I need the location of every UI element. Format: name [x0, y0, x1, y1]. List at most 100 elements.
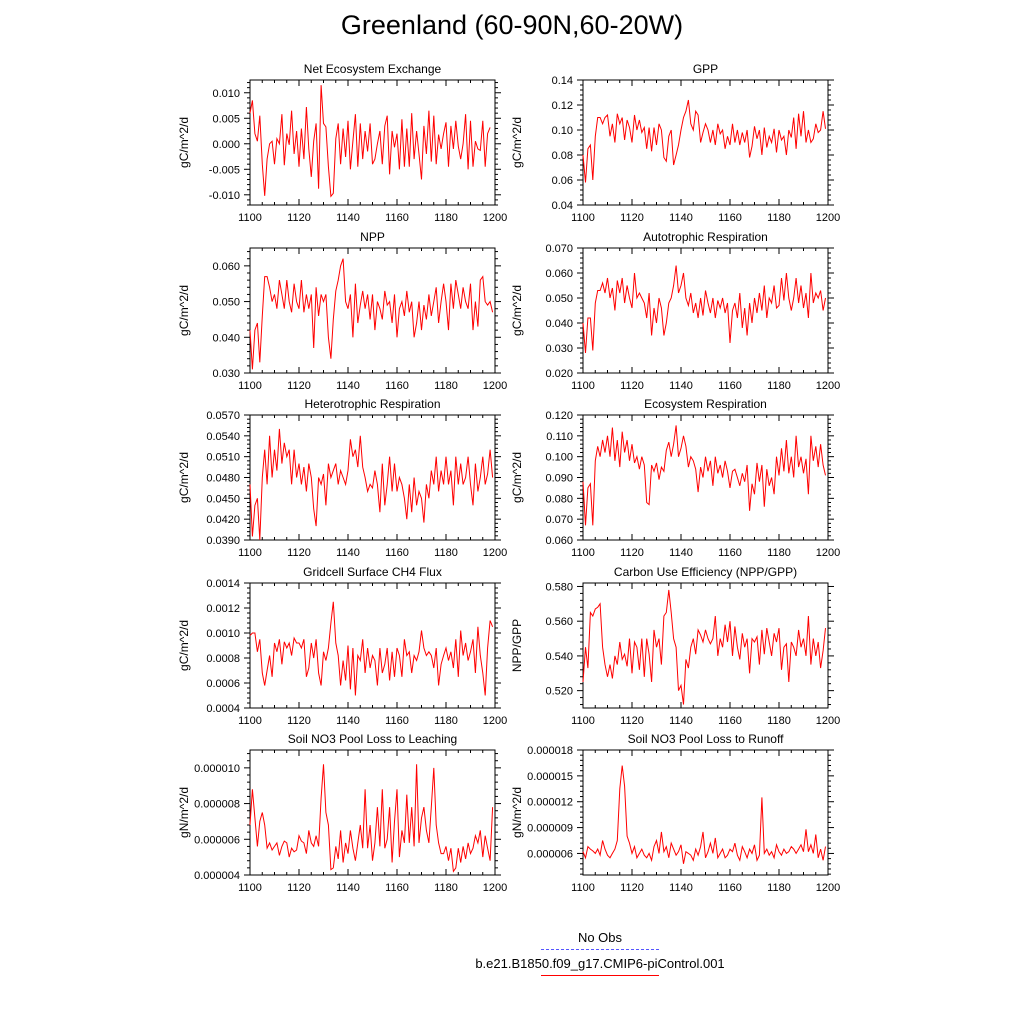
y-tick-label: 0.520 — [545, 686, 573, 698]
x-tick-label: 1140 — [336, 380, 360, 392]
y-axis-label: gC/m^2/d — [177, 285, 191, 336]
y-tick-label: 0.070 — [545, 514, 573, 526]
plot-frame — [249, 247, 496, 374]
x-tick-label: 1160 — [385, 547, 409, 559]
y-tick-label: 0.020 — [545, 368, 573, 380]
chart-panel-7: Gridcell Surface CH4 Flux gC/m^2/d 1100 112… — [177, 565, 507, 727]
x-tick-label: 1160 — [718, 547, 742, 559]
x-tick-label: 1120 — [287, 212, 311, 224]
y-tick-label: 0.060 — [545, 535, 573, 547]
y-axis-label: gC/m^2/d — [177, 117, 191, 168]
y-tick-label: 0.000006 — [527, 848, 573, 860]
x-tick-label: 1160 — [718, 212, 742, 224]
x-tick-label: 1180 — [434, 547, 458, 559]
y-tick-label: 0.580 — [545, 581, 573, 593]
y-tick-label: 0.0014 — [206, 578, 240, 590]
y-tick-label: 0.070 — [545, 243, 573, 255]
chart-title: Carbon Use Efficiency (NPP/GPP) — [614, 565, 797, 579]
x-tick-label: 1100 — [571, 882, 595, 894]
legend-model-label: b.e21.B1850.f09_g17.CMIP6-piControl.001 — [475, 956, 725, 971]
y-axis-label: NPP/GPP — [510, 619, 524, 672]
x-tick-label: 1120 — [620, 380, 644, 392]
y-tick-label: 0.0008 — [206, 653, 240, 665]
x-tick-label: 1180 — [767, 547, 791, 559]
y-tick-label: 0.12 — [552, 100, 573, 112]
y-tick-label: 0.000008 — [194, 799, 240, 811]
chart-panel-1: Net Ecosystem Exchange gC/m^2/d 1100 1120 11… — [177, 62, 507, 224]
y-tick-label: 0.0420 — [206, 514, 240, 526]
y-tick-label: 0.060 — [212, 261, 240, 273]
chart-title: GPP — [693, 62, 718, 76]
x-tick-label: 1180 — [767, 715, 791, 727]
x-tick-label: 1120 — [620, 882, 644, 894]
x-tick-label: 1100 — [238, 212, 262, 224]
x-tick-label: 1140 — [669, 212, 693, 224]
x-tick-label: 1200 — [483, 212, 507, 224]
x-tick-label: 1200 — [816, 882, 840, 894]
y-tick-label: 0.10 — [552, 125, 573, 137]
chart-title: Soil NO3 Pool Loss to Runoff — [628, 732, 785, 746]
plot-frame — [249, 414, 496, 541]
x-tick-label: 1200 — [483, 715, 507, 727]
x-tick-label: 1160 — [385, 715, 409, 727]
x-tick-label: 1140 — [336, 715, 360, 727]
y-tick-label: 0.0540 — [206, 431, 240, 443]
legend-model-line — [541, 975, 659, 976]
x-tick-label: 1100 — [238, 882, 262, 894]
x-tick-label: 1200 — [816, 212, 840, 224]
y-tick-label: -0.005 — [209, 164, 240, 176]
x-tick-label: 1120 — [620, 547, 644, 559]
y-tick-label: 0.005 — [212, 113, 240, 125]
x-tick-label: 1120 — [287, 715, 311, 727]
series-line — [249, 428, 494, 541]
chart-panel-10: Soil NO3 Pool Loss to Runoff gN/m^2/d 1100… — [510, 732, 840, 894]
x-tick-label: 1100 — [571, 380, 595, 392]
series-line — [582, 99, 826, 183]
y-tick-label: 0.14 — [552, 75, 573, 87]
y-tick-label: 0.08 — [552, 150, 573, 162]
legend: No Obs b.e21.B1850.f09_g17.CMIP6-piContr… — [430, 930, 770, 982]
y-tick-label: 0.110 — [546, 431, 573, 443]
chart-panel-8: Carbon Use Efficiency (NPP/GPP) NPP/GPP 11… — [510, 565, 840, 727]
x-tick-label: 1100 — [571, 212, 595, 224]
page-title: Greenland (60-90N,60-20W) — [340, 10, 684, 40]
y-tick-label: 0.04 — [552, 200, 573, 212]
plot-frame — [249, 582, 496, 709]
y-tick-label: 0.0450 — [206, 493, 240, 505]
y-tick-label: 0.0510 — [206, 452, 240, 464]
chart-title: Net Ecosystem Exchange — [304, 62, 442, 76]
x-tick-label: 1160 — [718, 882, 742, 894]
y-tick-label: 0.0004 — [206, 703, 240, 715]
x-tick-label: 1200 — [816, 715, 840, 727]
y-tick-label: 0.0570 — [206, 410, 240, 422]
x-tick-label: 1200 — [816, 547, 840, 559]
y-tick-label: 0.030 — [545, 343, 573, 355]
y-tick-label: 0.000018 — [527, 745, 573, 757]
plot-frame — [582, 414, 829, 541]
x-tick-label: 1100 — [571, 547, 595, 559]
y-tick-label: 0.06 — [552, 175, 573, 187]
plot-frame — [582, 79, 829, 206]
x-tick-label: 1200 — [483, 547, 507, 559]
series-line — [582, 265, 826, 354]
x-tick-label: 1100 — [238, 715, 262, 727]
y-tick-label: -0.010 — [209, 190, 240, 202]
chart-panel-4: Autotrophic Respiration gC/m^2/d 1100 1120 1… — [510, 230, 840, 392]
y-axis-label: gC/m^2/d — [510, 452, 524, 503]
chart-title: Soil NO3 Pool Loss to Leaching — [288, 732, 457, 746]
x-tick-label: 1120 — [287, 380, 311, 392]
x-tick-label: 1100 — [571, 715, 595, 727]
chart-panel-3: NPP gC/m^2/d 1100 1120 1140 1160 1180 1200 0.030… — [177, 230, 507, 392]
x-tick-label: 1120 — [620, 715, 644, 727]
chart-panel-9: Soil NO3 Pool Loss to Leaching gN/m^2/d 11… — [177, 732, 507, 894]
x-tick-label: 1140 — [669, 547, 693, 559]
x-tick-label: 1160 — [385, 212, 409, 224]
x-tick-label: 1120 — [620, 212, 644, 224]
chart-title: NPP — [360, 230, 385, 244]
chart-title: Heterotrophic Respiration — [304, 397, 440, 411]
series-line — [249, 258, 494, 370]
x-tick-label: 1200 — [483, 380, 507, 392]
x-tick-label: 1140 — [669, 882, 693, 894]
x-tick-label: 1100 — [238, 547, 262, 559]
y-axis-label: gN/m^2/d — [510, 787, 524, 838]
